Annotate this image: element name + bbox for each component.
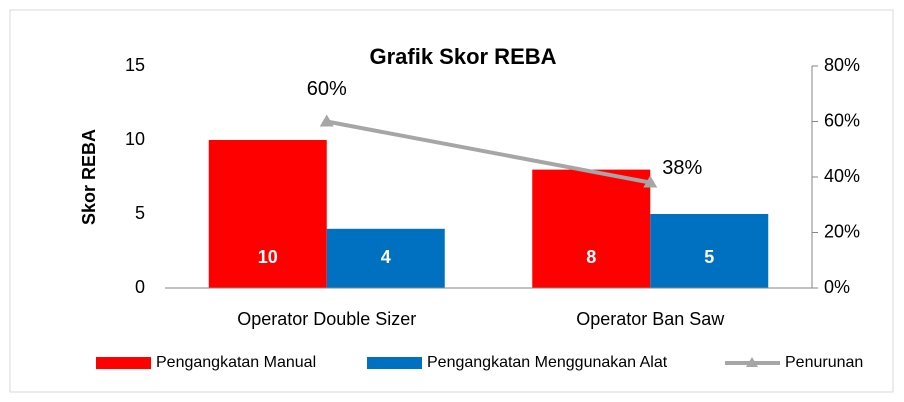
bar: [208, 140, 327, 288]
y2-tick-label: 20%: [824, 221, 860, 241]
bar: [532, 169, 651, 288]
bar-value-label: 10: [258, 247, 278, 267]
y2-tick-label: 0%: [824, 277, 850, 297]
bar-value-label: 4: [381, 247, 391, 267]
bar-value-label: 8: [586, 247, 596, 267]
y-tick-label: 5: [135, 203, 145, 223]
legend-label: Pengangkatan Manual: [156, 354, 316, 371]
legend-label: Pengangkatan Menggunakan Alat: [427, 354, 668, 371]
x-tick-label: Operator Double Sizer: [237, 309, 416, 329]
y-tick-label: 15: [125, 55, 145, 75]
line-marker: [319, 114, 334, 127]
chart-border: [9, 9, 894, 393]
legend-swatch: [367, 357, 422, 369]
x-tick-label: Operator Ban Saw: [576, 309, 725, 329]
legend-swatch: [96, 357, 151, 369]
line-marker: [643, 175, 658, 188]
chart-title: Grafik Skor REBA: [369, 44, 556, 69]
y2-tick-label: 60%: [824, 110, 860, 130]
line-value-label: 60%: [307, 78, 347, 100]
legend-marker: [746, 357, 758, 367]
y-tick-label: 0: [135, 277, 145, 297]
bar: [326, 228, 445, 288]
y2-tick-label: 80%: [824, 55, 860, 75]
line-value-label: 38%: [662, 157, 702, 179]
line: [326, 119, 651, 185]
y2-tick-label: 40%: [824, 166, 860, 186]
y-tick-label: 10: [125, 129, 145, 149]
bar: [650, 214, 769, 288]
bar-value-label: 5: [704, 247, 714, 267]
y-axis-label: Skor REBA: [79, 129, 99, 225]
legend-label: Penurunan: [785, 354, 863, 371]
